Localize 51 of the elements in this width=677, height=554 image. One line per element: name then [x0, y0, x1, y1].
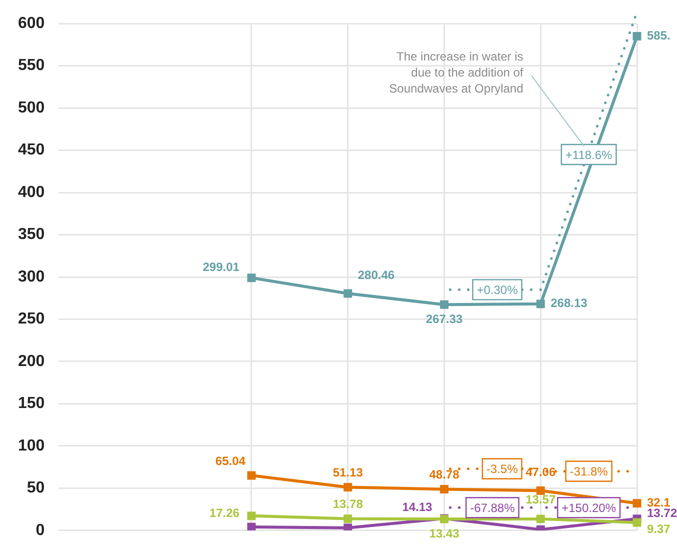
- point: [536, 300, 545, 308]
- y-tick-label: 450: [18, 142, 45, 159]
- data-label: 268.13: [550, 296, 588, 310]
- annotation: -3.5%: [486, 462, 518, 476]
- y-tick-label: 350: [18, 226, 45, 244]
- annotation: -31.8%: [570, 464, 608, 479]
- data-label: 280.46: [358, 268, 395, 282]
- y-tick-label: 400: [18, 184, 45, 201]
- point: [440, 484, 448, 494]
- point: [536, 486, 545, 495]
- y-tick-label: 300: [18, 268, 45, 286]
- y-tick-label: 550: [18, 57, 45, 74]
- y-tick-label: 200: [18, 352, 45, 370]
- data-label: 47.06: [526, 464, 556, 479]
- y-tick-label: 150: [18, 395, 45, 412]
- annotation: -67.88%: [470, 500, 516, 515]
- y-tick-label: 600: [18, 15, 45, 32]
- data-label: 17.26: [209, 506, 240, 520]
- data-label: 299.01: [202, 260, 240, 274]
- point: [440, 300, 448, 309]
- point: [247, 471, 256, 480]
- data-label: 48.78: [429, 468, 460, 482]
- point: [632, 518, 642, 527]
- data-label: 65.04: [215, 454, 246, 468]
- data-label: 13.43: [429, 526, 460, 540]
- data-label: 9.37: [647, 522, 671, 536]
- annotation: +0.30%: [476, 282, 518, 297]
- annotation: +150.20%: [562, 500, 616, 515]
- y-tick-label: 250: [18, 310, 45, 328]
- data-label: 13.57: [526, 492, 556, 506]
- point: [344, 482, 352, 492]
- point: [632, 32, 642, 41]
- point: [344, 524, 352, 530]
- y-tick-label: 50: [26, 480, 45, 497]
- point: [536, 514, 545, 524]
- data-label: 51.13: [332, 466, 364, 480]
- point: [632, 499, 642, 508]
- y-tick-label: 500: [18, 99, 45, 116]
- y-tick-label: 0: [36, 522, 45, 539]
- point: [247, 274, 256, 282]
- data-label: 14.13: [402, 500, 433, 514]
- point: [344, 514, 352, 524]
- annotation: +118.6%: [565, 148, 613, 162]
- data-label: 585.: [647, 28, 670, 43]
- annotation: The increase in water is due to the addition of Soundwaves at Opryland: [389, 50, 524, 96]
- point: [344, 289, 352, 298]
- data-label: 267.33: [426, 312, 463, 326]
- point: [247, 512, 256, 520]
- data-label: 13.78: [332, 497, 364, 512]
- point: [247, 522, 256, 530]
- y-tick-label: 100: [18, 437, 45, 454]
